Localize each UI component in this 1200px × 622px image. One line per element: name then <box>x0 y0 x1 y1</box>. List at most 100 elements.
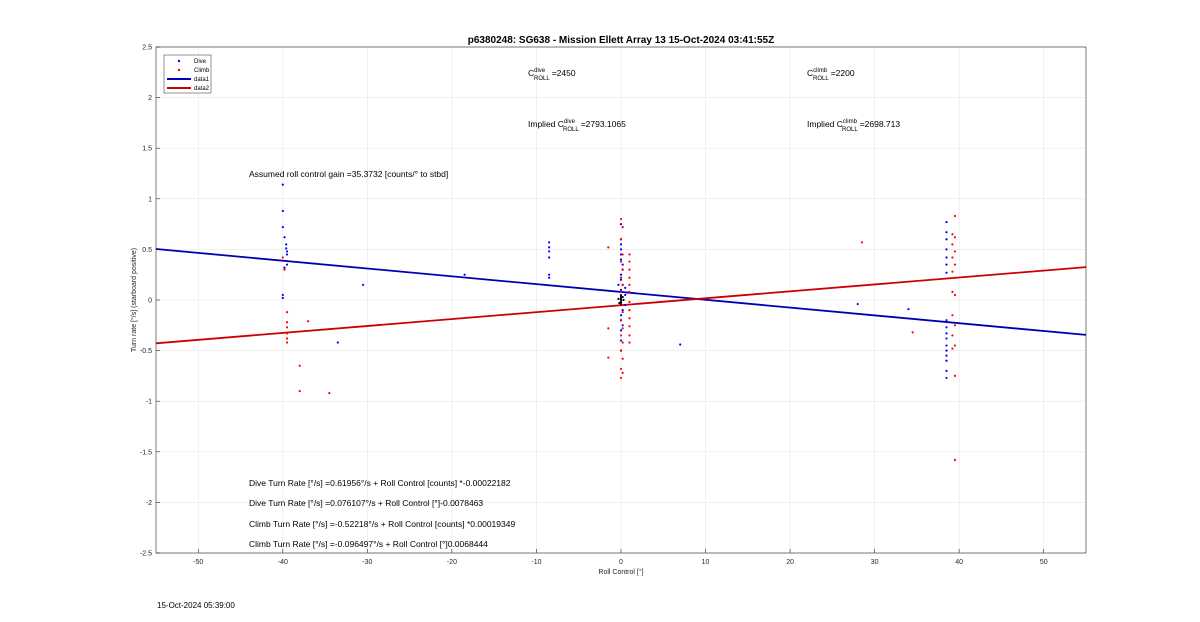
climb-point <box>619 217 623 221</box>
dive-point <box>619 288 623 291</box>
x-tick-label: -20 <box>447 559 457 566</box>
climb-point <box>628 290 631 294</box>
x-tick-label: 10 <box>702 559 710 566</box>
climb-point <box>607 327 610 330</box>
dive-point <box>945 231 948 234</box>
climb-point <box>628 253 631 256</box>
y-axis-label: Turn rate [°/s] (starboard positive) <box>130 248 138 352</box>
x-tick-label: 40 <box>955 559 963 566</box>
dive-point <box>621 324 624 327</box>
x-tick-label: -30 <box>362 559 372 566</box>
dive-point <box>617 283 620 286</box>
legend-data1-label: data1 <box>194 77 210 83</box>
climb-point <box>953 276 957 279</box>
climb-point <box>619 349 623 352</box>
climb-point <box>953 458 957 461</box>
c-roll-climb-annotation: Cclimb ROLL=2200 <box>807 68 855 82</box>
dive-point <box>548 276 551 279</box>
climb-point <box>628 309 631 312</box>
climb-point <box>951 314 954 317</box>
x-tick-label: -40 <box>278 559 288 566</box>
dive-point <box>362 283 365 286</box>
y-tick-label: 2.5 <box>142 45 152 52</box>
dive-point <box>679 343 682 346</box>
climb-point <box>619 334 623 337</box>
misc-point <box>619 302 623 306</box>
dive-point <box>548 246 551 249</box>
misc-point <box>619 294 623 298</box>
dive-point <box>285 253 289 256</box>
climb-point <box>628 325 631 328</box>
climb-point <box>953 293 957 297</box>
dive-point <box>619 243 623 246</box>
climb-point <box>298 389 301 393</box>
dive-point <box>619 329 623 332</box>
dive-point <box>945 256 948 259</box>
dive-point <box>619 253 623 256</box>
dive-point <box>621 309 624 312</box>
legend-climb-marker <box>177 68 181 72</box>
data-points <box>281 183 957 461</box>
fit-dive-degrees: Dive Turn Rate [°/s] =0.076107°/s + Roll… <box>249 498 483 508</box>
dive-point <box>619 273 623 276</box>
y-tick-label: -2 <box>146 500 152 507</box>
chart-title: p6380248: SG638 - Mission Ellett Array 1… <box>468 35 774 46</box>
misc-point <box>619 300 623 304</box>
dive-point <box>624 293 627 297</box>
dive-point <box>285 250 289 253</box>
misc-point <box>619 298 623 302</box>
dive-point <box>624 286 627 289</box>
misc-point <box>617 297 620 301</box>
dive-point <box>945 238 948 241</box>
dive-point <box>281 226 284 229</box>
dive-point <box>619 339 623 342</box>
legend-data2-label: data2 <box>194 86 210 92</box>
implied-dive-annotation: Implied Cdive ROLL=2793.1065 <box>528 119 626 133</box>
climb-point <box>628 283 631 286</box>
climb-point <box>619 367 623 370</box>
dive-point <box>285 247 288 250</box>
climb-point <box>621 253 624 256</box>
dive-point <box>285 263 289 266</box>
dive-point <box>945 369 948 372</box>
dive-point <box>336 341 339 344</box>
climb-point <box>628 276 631 279</box>
misc-point <box>618 301 621 305</box>
climb-point <box>621 226 624 229</box>
climb-point <box>619 376 623 380</box>
y-tick-label: 0.5 <box>142 247 152 254</box>
y-tick-label: 1.5 <box>142 146 152 153</box>
climb-point <box>951 243 954 246</box>
climb-point <box>285 332 289 335</box>
climb-point <box>951 334 954 337</box>
climb-point <box>628 334 631 337</box>
dive-point <box>548 256 551 259</box>
y-tick-label: -2.5 <box>140 551 152 558</box>
climb-point <box>953 263 957 266</box>
misc-point <box>619 296 623 300</box>
dive-point <box>619 223 623 226</box>
dive-point <box>945 220 948 224</box>
dive-point <box>945 326 948 329</box>
misc-point <box>622 298 625 302</box>
dive-point <box>907 308 910 311</box>
climb-point <box>281 256 284 259</box>
dive-point <box>945 248 948 251</box>
misc-point <box>621 295 624 299</box>
x-tick-label: 20 <box>786 559 794 566</box>
dive-point <box>548 273 551 276</box>
x-tick-label: 30 <box>871 559 879 566</box>
dive-point <box>945 359 948 362</box>
fit-climb-counts: Climb Turn Rate [°/s] =-0.52218°/s + Rol… <box>249 519 515 529</box>
climb-point <box>860 241 864 244</box>
legend-dive-marker <box>177 59 181 63</box>
dive-point <box>283 266 286 269</box>
climb-point <box>285 341 289 344</box>
dive-point <box>624 303 627 307</box>
climb-point <box>953 250 957 253</box>
dive-point <box>281 183 284 186</box>
climb-point <box>621 341 624 344</box>
dive-point <box>945 376 948 380</box>
dive-point <box>945 271 948 274</box>
climb-point <box>621 268 624 271</box>
